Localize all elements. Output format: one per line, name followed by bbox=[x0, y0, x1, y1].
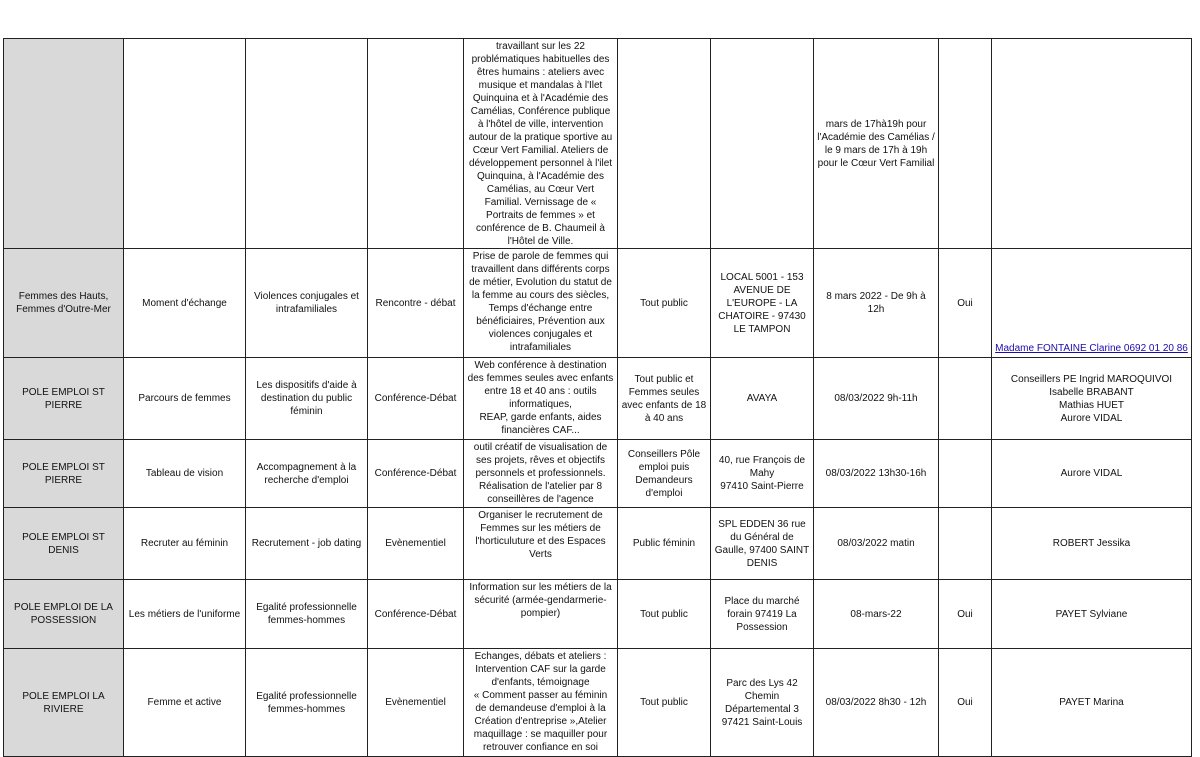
cell-organisme bbox=[3, 38, 124, 249]
cell-theme bbox=[245, 38, 368, 249]
cell-public: Tout public bbox=[617, 248, 711, 358]
cell-organisme: Femmes des Hauts, Femmes d'Outre-Mer bbox=[3, 248, 124, 358]
cell-titre bbox=[123, 38, 246, 249]
cell-titre: Parcours de femmes bbox=[123, 357, 246, 440]
cell-contact: ROBERT Jessika bbox=[991, 507, 1192, 580]
cell-lieu: Place du marché forain 97419 La Possessi… bbox=[710, 579, 814, 649]
cell-description: Information sur les métiers de la sécuri… bbox=[463, 579, 618, 649]
cell-date: 08-mars-22 bbox=[813, 579, 939, 649]
cell-inscription: Oui bbox=[938, 579, 992, 649]
cell-theme: Accompagnement à la recherche d'emploi bbox=[245, 439, 368, 508]
cell-organisme: POLE EMPLOI ST PIERRE bbox=[3, 357, 124, 440]
table-row: POLE EMPLOI LA RIVIERE Femme et active Ega… bbox=[3, 648, 1192, 757]
cell-lieu: 40, rue François de Mahy 97410 Saint-Pie… bbox=[710, 439, 814, 508]
cell-description: outil créatif de visualisation de ses pr… bbox=[463, 439, 618, 508]
cell-public: Public féminin bbox=[617, 507, 711, 580]
cell-type: Conférence-Débat bbox=[367, 439, 464, 508]
cell-inscription: Oui bbox=[938, 248, 992, 358]
cell-inscription: Oui bbox=[938, 648, 992, 757]
table-row: POLE EMPLOI ST DENIS Recruter au féminin R… bbox=[3, 507, 1192, 580]
cell-lieu: SPL EDDEN 36 rue du Général de Gaulle, 9… bbox=[710, 507, 814, 580]
table-row: travaillant sur les 22 problématiques ha… bbox=[3, 38, 1192, 249]
cell-lieu: Parc des Lys 42 Chemin Départemental 3 9… bbox=[710, 648, 814, 757]
cell-public: Tout public et Femmes seules avec enfant… bbox=[617, 357, 711, 440]
cell-lieu: LOCAL 5001 - 153 AVENUE DE L'EUROPE - LA… bbox=[710, 248, 814, 358]
cell-titre: Les métiers de l'uniforme bbox=[123, 579, 246, 649]
cell-description: Prise de parole de femmes qui travaillen… bbox=[463, 248, 618, 358]
cell-public: Tout public bbox=[617, 648, 711, 757]
cell-organisme: POLE EMPLOI LA RIVIERE bbox=[3, 648, 124, 757]
cell-titre: Femme et active bbox=[123, 648, 246, 757]
cell-type: Conférence-Débat bbox=[367, 579, 464, 649]
table-body: travaillant sur les 22 problématiques ha… bbox=[3, 38, 1192, 757]
cell-titre: Moment d'échange bbox=[123, 248, 246, 358]
cell-description: Organiser le recrutement de Femmes sur l… bbox=[463, 507, 618, 580]
cell-type: Evènementiel bbox=[367, 648, 464, 757]
cell-lieu: AVAYA bbox=[710, 357, 814, 440]
cell-organisme: POLE EMPLOI DE LA POSSESSION bbox=[3, 579, 124, 649]
cell-inscription bbox=[938, 357, 992, 440]
cell-inscription bbox=[938, 38, 992, 249]
cell-theme: Recrutement - job dating bbox=[245, 507, 368, 580]
cell-date: mars de 17hà19h pour l'Académie des Camé… bbox=[813, 38, 939, 249]
cell-contact: Conseillers PE Ingrid MAROQUIVOI Isabell… bbox=[991, 357, 1192, 440]
cell-titre: Tableau de vision bbox=[123, 439, 246, 508]
cell-public bbox=[617, 38, 711, 249]
cell-contact bbox=[991, 38, 1192, 249]
cell-type: Conférence-Débat bbox=[367, 357, 464, 440]
cell-theme: Les dispositifs d'aide à destination du … bbox=[245, 357, 368, 440]
cell-contact: Madame FONTAINE Clarine 0692 01 20 86 bbox=[991, 248, 1192, 358]
cell-contact: Aurore VIDAL bbox=[991, 439, 1192, 508]
cell-inscription bbox=[938, 507, 992, 580]
cell-inscription bbox=[938, 439, 992, 508]
cell-date: 08/03/2022 9h-11h bbox=[813, 357, 939, 440]
cell-date: 08/03/2022 13h30-16h bbox=[813, 439, 939, 508]
cell-contact: PAYET Sylviane bbox=[991, 579, 1192, 649]
cell-description: travaillant sur les 22 problématiques ha… bbox=[463, 38, 618, 249]
cell-description: Web conférence à destination des femmes … bbox=[463, 357, 618, 440]
cell-organisme: POLE EMPLOI ST DENIS bbox=[3, 507, 124, 580]
cell-theme: Violences conjugales et intrafamiliales bbox=[245, 248, 368, 358]
contact-link[interactable]: Madame FONTAINE Clarine 0692 01 20 86 bbox=[995, 343, 1188, 354]
cell-lieu bbox=[710, 38, 814, 249]
cell-description: Echanges, débats et ateliers : Intervent… bbox=[463, 648, 618, 757]
cell-public: Conseillers Pôle emploi puis Demandeurs … bbox=[617, 439, 711, 508]
cell-titre: Recruter au féminin bbox=[123, 507, 246, 580]
cell-theme: Egalité professionnelle femmes-hommes bbox=[245, 648, 368, 757]
cell-organisme: POLE EMPLOI ST PIERRE bbox=[3, 439, 124, 508]
cell-type: Evènementiel bbox=[367, 507, 464, 580]
cell-type bbox=[367, 38, 464, 249]
cell-public: Tout public bbox=[617, 579, 711, 649]
table-row: POLE EMPLOI ST PIERRE Tableau de vision Ac… bbox=[3, 439, 1192, 508]
cell-contact: PAYET Marina bbox=[991, 648, 1192, 757]
table-row: POLE EMPLOI DE LA POSSESSION Les métiers … bbox=[3, 579, 1192, 649]
cell-type: Rencontre - débat bbox=[367, 248, 464, 358]
cell-date: 08/03/2022 8h30 - 12h bbox=[813, 648, 939, 757]
cell-date: 08/03/2022 matin bbox=[813, 507, 939, 580]
cell-date: 8 mars 2022 - De 9h à 12h bbox=[813, 248, 939, 358]
table-row: POLE EMPLOI ST PIERRE Parcours de femmes L… bbox=[3, 357, 1192, 440]
cell-theme: Egalité professionnelle femmes-hommes bbox=[245, 579, 368, 649]
events-table: travaillant sur les 22 problématiques ha… bbox=[3, 38, 1192, 757]
table-row: Femmes des Hauts, Femmes d'Outre-Mer Mome… bbox=[3, 248, 1192, 358]
